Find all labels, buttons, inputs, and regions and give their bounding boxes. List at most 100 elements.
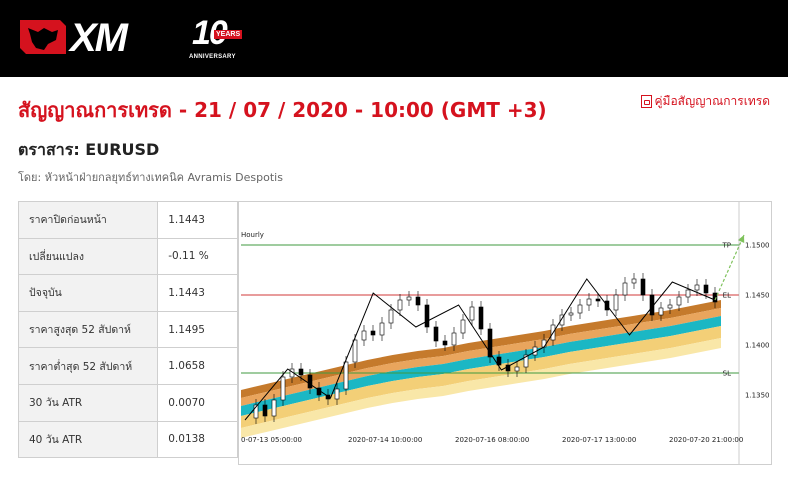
candle-body bbox=[496, 356, 502, 366]
table-row: ราคาสูงสุด 52 สัปดาห์ 1.1495 bbox=[17, 310, 238, 349]
table-row: ปัจจุบัน 1.1443 bbox=[17, 274, 238, 312]
stat-value: -0.11 % bbox=[157, 237, 238, 276]
xm-bull-logo-icon bbox=[20, 20, 66, 54]
trading-signals-guide-link[interactable]: คู่มือสัญญาณการเทรด bbox=[640, 92, 771, 111]
candle-body bbox=[541, 339, 547, 348]
candle-body bbox=[712, 292, 718, 303]
candle-body bbox=[487, 328, 493, 358]
band-core bbox=[241, 316, 721, 416]
y-tick-label: 1.1400 bbox=[745, 342, 770, 350]
anniversary-years-badge: YEARS bbox=[214, 30, 243, 39]
candle-body bbox=[271, 399, 277, 417]
x-tick-label: 0-07-13 05:00:00 bbox=[241, 436, 302, 444]
candle-body bbox=[667, 304, 673, 309]
stat-label: ราคาสูงสุด 52 สัปดาห์ bbox=[17, 310, 159, 349]
candle-body bbox=[568, 312, 574, 316]
candle-body bbox=[586, 298, 592, 306]
table-row: 30 วัน ATR 0.0070 bbox=[17, 383, 238, 422]
candle-body bbox=[298, 368, 304, 376]
guide-link-label: คู่มือสัญญาณการเทรด bbox=[654, 94, 771, 108]
forecast-arrow-group bbox=[714, 234, 745, 301]
candle-body bbox=[334, 388, 340, 400]
candle-body bbox=[379, 322, 385, 336]
author-line: โดย: หัวหน้าฝ่ายกลยุทธ์ทางเทคนิค Avramis… bbox=[18, 171, 283, 184]
candle-body bbox=[406, 296, 412, 301]
candle-body bbox=[352, 339, 358, 363]
stat-value: 0.0070 bbox=[157, 383, 238, 422]
stat-label: เปลี่ยนแปลง bbox=[17, 237, 159, 276]
candle-body bbox=[253, 404, 259, 419]
candle-body bbox=[658, 307, 664, 316]
candle-body bbox=[694, 284, 700, 291]
candle-body bbox=[415, 296, 421, 306]
candle-body bbox=[631, 278, 637, 284]
pdf-icon bbox=[640, 95, 652, 108]
candle-body bbox=[514, 366, 520, 372]
stat-label: 40 วัน ATR bbox=[17, 420, 159, 459]
candle-body bbox=[361, 330, 367, 341]
candle-body bbox=[676, 296, 682, 306]
candle-body bbox=[469, 306, 475, 321]
candle-body bbox=[595, 298, 601, 302]
price-chart: Hourly TP EL SL 1.1500 1.1450 1.1400 1.1350 0… bbox=[238, 201, 772, 465]
level-label-tp: TP bbox=[722, 242, 732, 250]
table-row: ราคาปิดก่อนหน้า 1.1443 bbox=[17, 201, 238, 239]
candle-body bbox=[703, 284, 709, 294]
zigzag-group bbox=[244, 278, 716, 421]
x-tick-label: 2020-07-14 10:00:00 bbox=[348, 436, 422, 444]
stat-value: 0.0138 bbox=[157, 420, 238, 459]
band-outer-lower bbox=[241, 338, 721, 438]
candle-body bbox=[370, 330, 376, 336]
y-tick-label: 1.1450 bbox=[745, 292, 770, 300]
x-tick-label: 2020-07-20 21:00:00 bbox=[669, 436, 743, 444]
timeframe-label: Hourly bbox=[241, 231, 264, 239]
bands-group bbox=[241, 300, 721, 438]
candle-body bbox=[478, 306, 484, 330]
y-tick-labels: 1.1500 1.1450 1.1400 1.1350 bbox=[745, 242, 770, 400]
x-tick-label: 2020-07-16 08:00:00 bbox=[455, 436, 529, 444]
levels-group: TP EL SL bbox=[241, 242, 739, 378]
y-tick-label: 1.1500 bbox=[745, 242, 770, 250]
instrument-heading: ตราสาร: EURUSD bbox=[18, 140, 160, 159]
stats-table: ราคาปิดก่อนหน้า 1.1443 เปลี่ยนแปลง -0.11 %… bbox=[17, 201, 238, 459]
stat-label: ปัจจุบัน bbox=[17, 274, 159, 312]
candle-body bbox=[559, 314, 565, 326]
candle-body bbox=[280, 376, 286, 401]
x-tick-label: 2020-07-17 13:00:00 bbox=[562, 436, 636, 444]
level-label-el: EL bbox=[723, 292, 731, 300]
forecast-arrow-head-icon bbox=[737, 235, 745, 243]
stat-value: 1.0658 bbox=[157, 347, 238, 385]
candle-body bbox=[640, 278, 646, 296]
candle-body bbox=[433, 326, 439, 342]
candle-body bbox=[442, 340, 448, 346]
candle-body bbox=[325, 394, 331, 400]
candle-body bbox=[307, 374, 313, 389]
candle-body bbox=[460, 319, 466, 334]
stat-label: 30 วัน ATR bbox=[17, 383, 159, 422]
stat-label: ราคาปิดก่อนหน้า bbox=[17, 201, 159, 239]
candle-body bbox=[523, 354, 529, 368]
chart-svg: Hourly TP EL SL 1.1500 1.1450 1.1400 1.1350 0… bbox=[241, 202, 770, 464]
stat-label: ราคาต่ำสุด 52 สัปดาห์ bbox=[17, 347, 159, 385]
candle-body bbox=[388, 309, 394, 324]
candle-body bbox=[622, 282, 628, 296]
candle-body bbox=[424, 304, 430, 328]
y-tick-label: 1.1350 bbox=[745, 392, 770, 400]
candle-body bbox=[343, 361, 349, 390]
candle-body bbox=[262, 404, 268, 417]
table-row: เปลี่ยนแปลง -0.11 % bbox=[17, 237, 238, 276]
level-label-sl: SL bbox=[723, 370, 731, 378]
stat-value: 1.1443 bbox=[157, 274, 238, 312]
band-inner-lower bbox=[241, 326, 721, 428]
candle-body bbox=[577, 304, 583, 314]
table-row: ราคาต่ำสุด 52 สัปดาห์ 1.0658 bbox=[17, 347, 238, 385]
x-tick-labels: 0-07-13 05:00:00 2020-07-14 10:00:00 2020-… bbox=[241, 436, 743, 444]
stat-value: 1.1495 bbox=[157, 310, 238, 349]
anniversary-label: ANNIVERSARY bbox=[189, 54, 236, 60]
candle-body bbox=[397, 299, 403, 311]
forecast-arrow-line bbox=[714, 234, 745, 301]
candle-body bbox=[685, 289, 691, 298]
page-title: สัญญาณการเทรด - 21 / 07 / 2020 - 10:00 (… bbox=[18, 98, 547, 122]
xm-logo-text: XM bbox=[70, 16, 128, 60]
candle-body bbox=[451, 332, 457, 346]
